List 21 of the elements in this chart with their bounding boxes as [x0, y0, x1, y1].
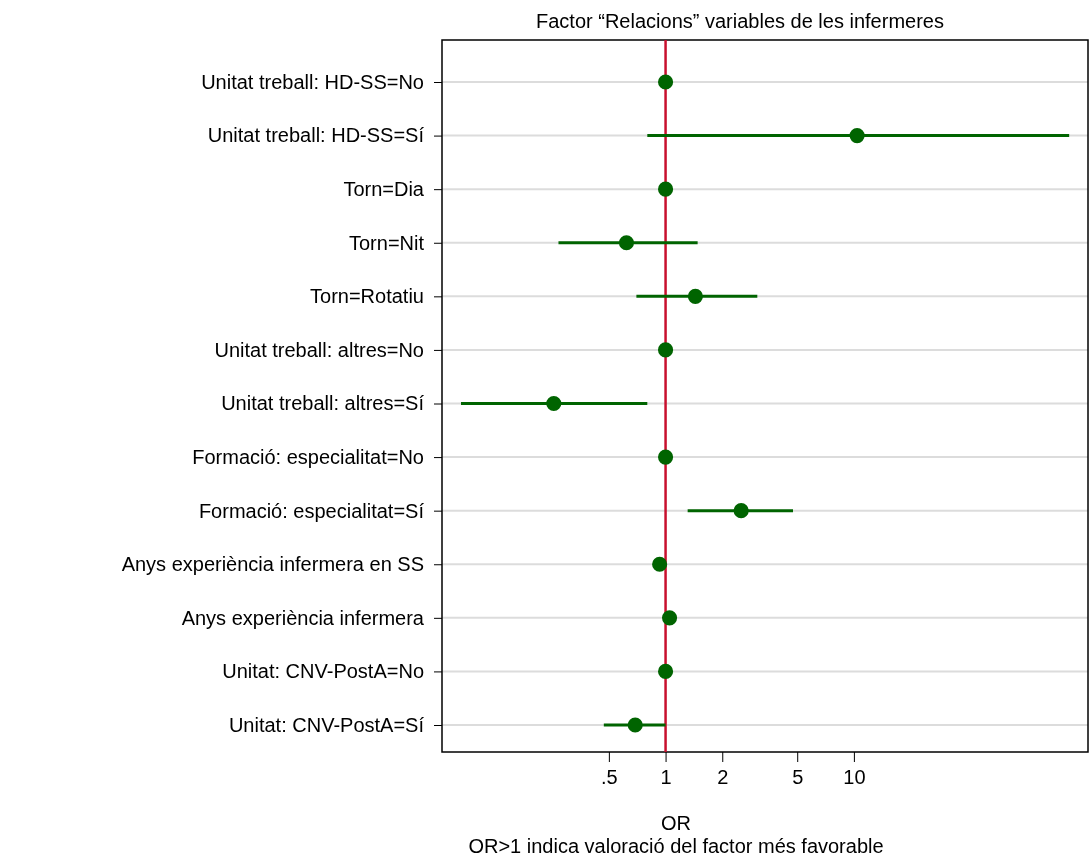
text: OR>1 indica valoració del factor més favorable [468, 835, 884, 857]
x-tick-label: 5 [792, 766, 804, 789]
y-tick-label: Torn=Dia [343, 178, 425, 201]
y-tick-label: Formació: especialitat=No [192, 445, 424, 468]
x-tick-label: .5 [601, 766, 618, 789]
y-tick-label: Unitat treball: HD-SS=Sí [207, 124, 425, 147]
y-tick-label: Unitat: CNV-PostA=No [222, 660, 424, 683]
x-tick-label: 2 [717, 766, 729, 789]
y-tick-label: Anys experiència infermera en SS [121, 553, 424, 576]
y-tick-label: Formació: especialitat=Sí [198, 499, 425, 522]
y-tick-label: Torn=Rotatiu [310, 285, 424, 308]
y-tick-label: Unitat: CNV-PostA=Sí [228, 713, 425, 736]
y-tick-label: Unitat treball: altres=Sí [221, 392, 425, 415]
chart-title: Factor “Relacions” variables de les infermeres [536, 10, 944, 32]
y-tick-label: Torn=Nit [348, 231, 425, 254]
x-axis-title: OR [661, 812, 691, 834]
y-tick-label: Anys experiència infermera [181, 606, 425, 629]
x-tick-label: 1 [660, 766, 672, 789]
y-tick-label: Unitat treball: altres=No [214, 338, 424, 361]
y-tick-label: Unitat treball: HD-SS=No [201, 70, 424, 93]
x-tick-label: 10 [843, 766, 866, 789]
